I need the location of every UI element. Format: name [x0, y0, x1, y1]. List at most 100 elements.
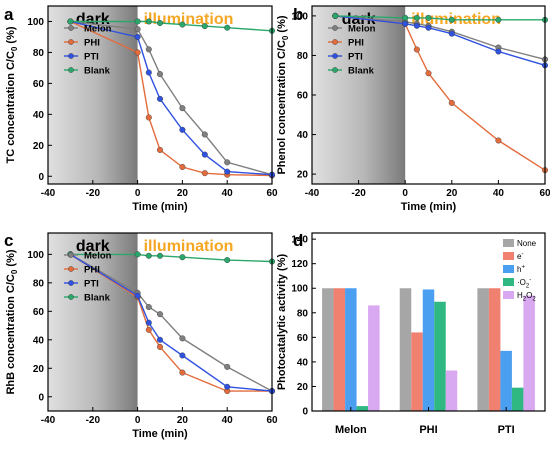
legend-label-pti: PTI	[348, 52, 363, 63]
x-tick-label: 20	[177, 188, 189, 199]
y-tick-label: 20	[297, 382, 309, 393]
y-axis-label: Phenol concentration C/C0 (%)	[276, 15, 290, 174]
y-tick-label: 0	[38, 392, 44, 403]
data-point-blank	[156, 252, 163, 259]
legend-label-phi: PHI	[84, 38, 100, 49]
data-point-phi	[495, 137, 502, 144]
legend-label-phi: PHI	[84, 265, 100, 276]
data-point-pti	[179, 126, 186, 133]
illumination-annotation: illumination	[144, 238, 234, 255]
dark-region	[312, 6, 406, 184]
data-point-blank	[224, 257, 231, 264]
data-point-pti	[413, 22, 420, 29]
y-tick-label: 0	[38, 172, 44, 183]
panel-label-b: b	[293, 5, 303, 24]
y-axis-label: RhB concentration C/C0 (%)	[5, 249, 19, 394]
x-tick-label: -20	[86, 188, 101, 199]
y-tick-label: 40	[297, 130, 309, 141]
x-tick-label: 20	[177, 415, 189, 426]
data-point-melon	[145, 46, 152, 53]
dark-region	[48, 6, 138, 184]
legend-label: h+	[517, 265, 525, 275]
category-label: Melon	[335, 424, 367, 436]
y-tick-label: 20	[297, 170, 309, 181]
legend-label-blank: Blank	[84, 293, 111, 304]
data-point-pti	[156, 95, 163, 102]
x-axis-label: Time (min)	[132, 201, 188, 213]
data-point-blank	[134, 251, 141, 258]
legend-marker	[68, 53, 74, 59]
data-point-blank	[156, 20, 163, 27]
plot-frame	[47, 5, 273, 185]
y-tick-label: 20	[33, 141, 45, 152]
legend-label: None	[517, 239, 537, 248]
data-point-melon	[179, 335, 186, 342]
data-point-blank	[134, 18, 141, 25]
x-tick-label: 0	[402, 188, 408, 199]
y-tick-label: 100	[291, 284, 308, 295]
data-point-pti	[145, 69, 152, 76]
panel-d: Melon PHI PTI None e-h+ ·O2-H2O2 0 20 40 60 80 100 1…	[276, 231, 546, 436]
legend-label-melon: Melon	[348, 24, 376, 35]
legend-marker	[332, 25, 338, 31]
y-axis-label: Photocatalytic activity (%)	[276, 254, 288, 391]
data-point-melon	[145, 304, 152, 311]
bar-phi-2	[422, 289, 435, 411]
bar-pti-0	[477, 288, 489, 411]
panel-c: dark illumination -40 -20 0 20 40 60 Time (min) M…	[4, 231, 278, 440]
y-tick-label: 100	[27, 250, 44, 261]
legend-swatch	[503, 291, 514, 299]
data-point-pti	[134, 33, 141, 40]
bar-pti-2	[500, 350, 512, 411]
x-tick-label: -40	[305, 188, 320, 199]
data-point-phi	[425, 70, 432, 77]
data-point-phi	[413, 46, 420, 53]
legend-label: ·O2-	[517, 278, 531, 290]
bar-phi-4	[445, 370, 458, 411]
dark-annotation: dark	[342, 11, 376, 28]
legend-marker	[332, 39, 338, 45]
data-point-melon	[224, 159, 231, 166]
data-point-blank	[145, 252, 152, 259]
data-point-pti	[156, 336, 163, 343]
bar-melon-3	[356, 406, 369, 411]
data-point-blank	[495, 16, 502, 23]
plot-frame	[311, 232, 546, 412]
y-tick-label: 60	[297, 91, 309, 102]
y-tick-label: 40	[33, 110, 45, 121]
legend-marker	[332, 67, 338, 73]
series-line-pti	[70, 20, 273, 176]
data-point-blank	[425, 14, 432, 21]
legend-marker	[68, 252, 74, 258]
legend-label-blank: Blank	[348, 66, 375, 77]
data-point-blank	[402, 14, 409, 21]
data-point-blank	[179, 254, 186, 261]
panel-label-d: d	[293, 231, 303, 250]
data-point-blank	[67, 18, 74, 25]
x-tick-label: -20	[86, 415, 101, 426]
data-point-pti	[495, 48, 502, 55]
data-point-blank	[201, 23, 208, 30]
x-tick-label: -40	[41, 188, 56, 199]
y-tick-label: 80	[297, 308, 309, 319]
bar-melon-1	[333, 288, 346, 411]
y-tick-label: 80	[297, 51, 309, 62]
data-point-blank	[448, 16, 455, 23]
y-tick-label: 140	[291, 235, 308, 246]
data-point-phi	[156, 343, 163, 350]
data-point-melon	[134, 26, 141, 33]
legend-label-pti: PTI	[84, 279, 99, 290]
bar-phi-1	[411, 332, 423, 411]
data-point-melon	[224, 363, 231, 370]
y-tick-label: 60	[297, 333, 309, 344]
legend-label-pti: PTI	[84, 52, 99, 63]
data-point-pti	[179, 352, 186, 359]
data-point-phi	[201, 170, 208, 177]
y-tick-label: 100	[291, 11, 308, 22]
x-tick-label: 60	[266, 188, 278, 199]
data-point-melon	[179, 105, 186, 112]
y-tick-label: 80	[33, 278, 45, 289]
x-tick-label: 0	[135, 188, 141, 199]
x-tick-label: 40	[222, 188, 234, 199]
y-tick-label: 0	[302, 407, 308, 418]
